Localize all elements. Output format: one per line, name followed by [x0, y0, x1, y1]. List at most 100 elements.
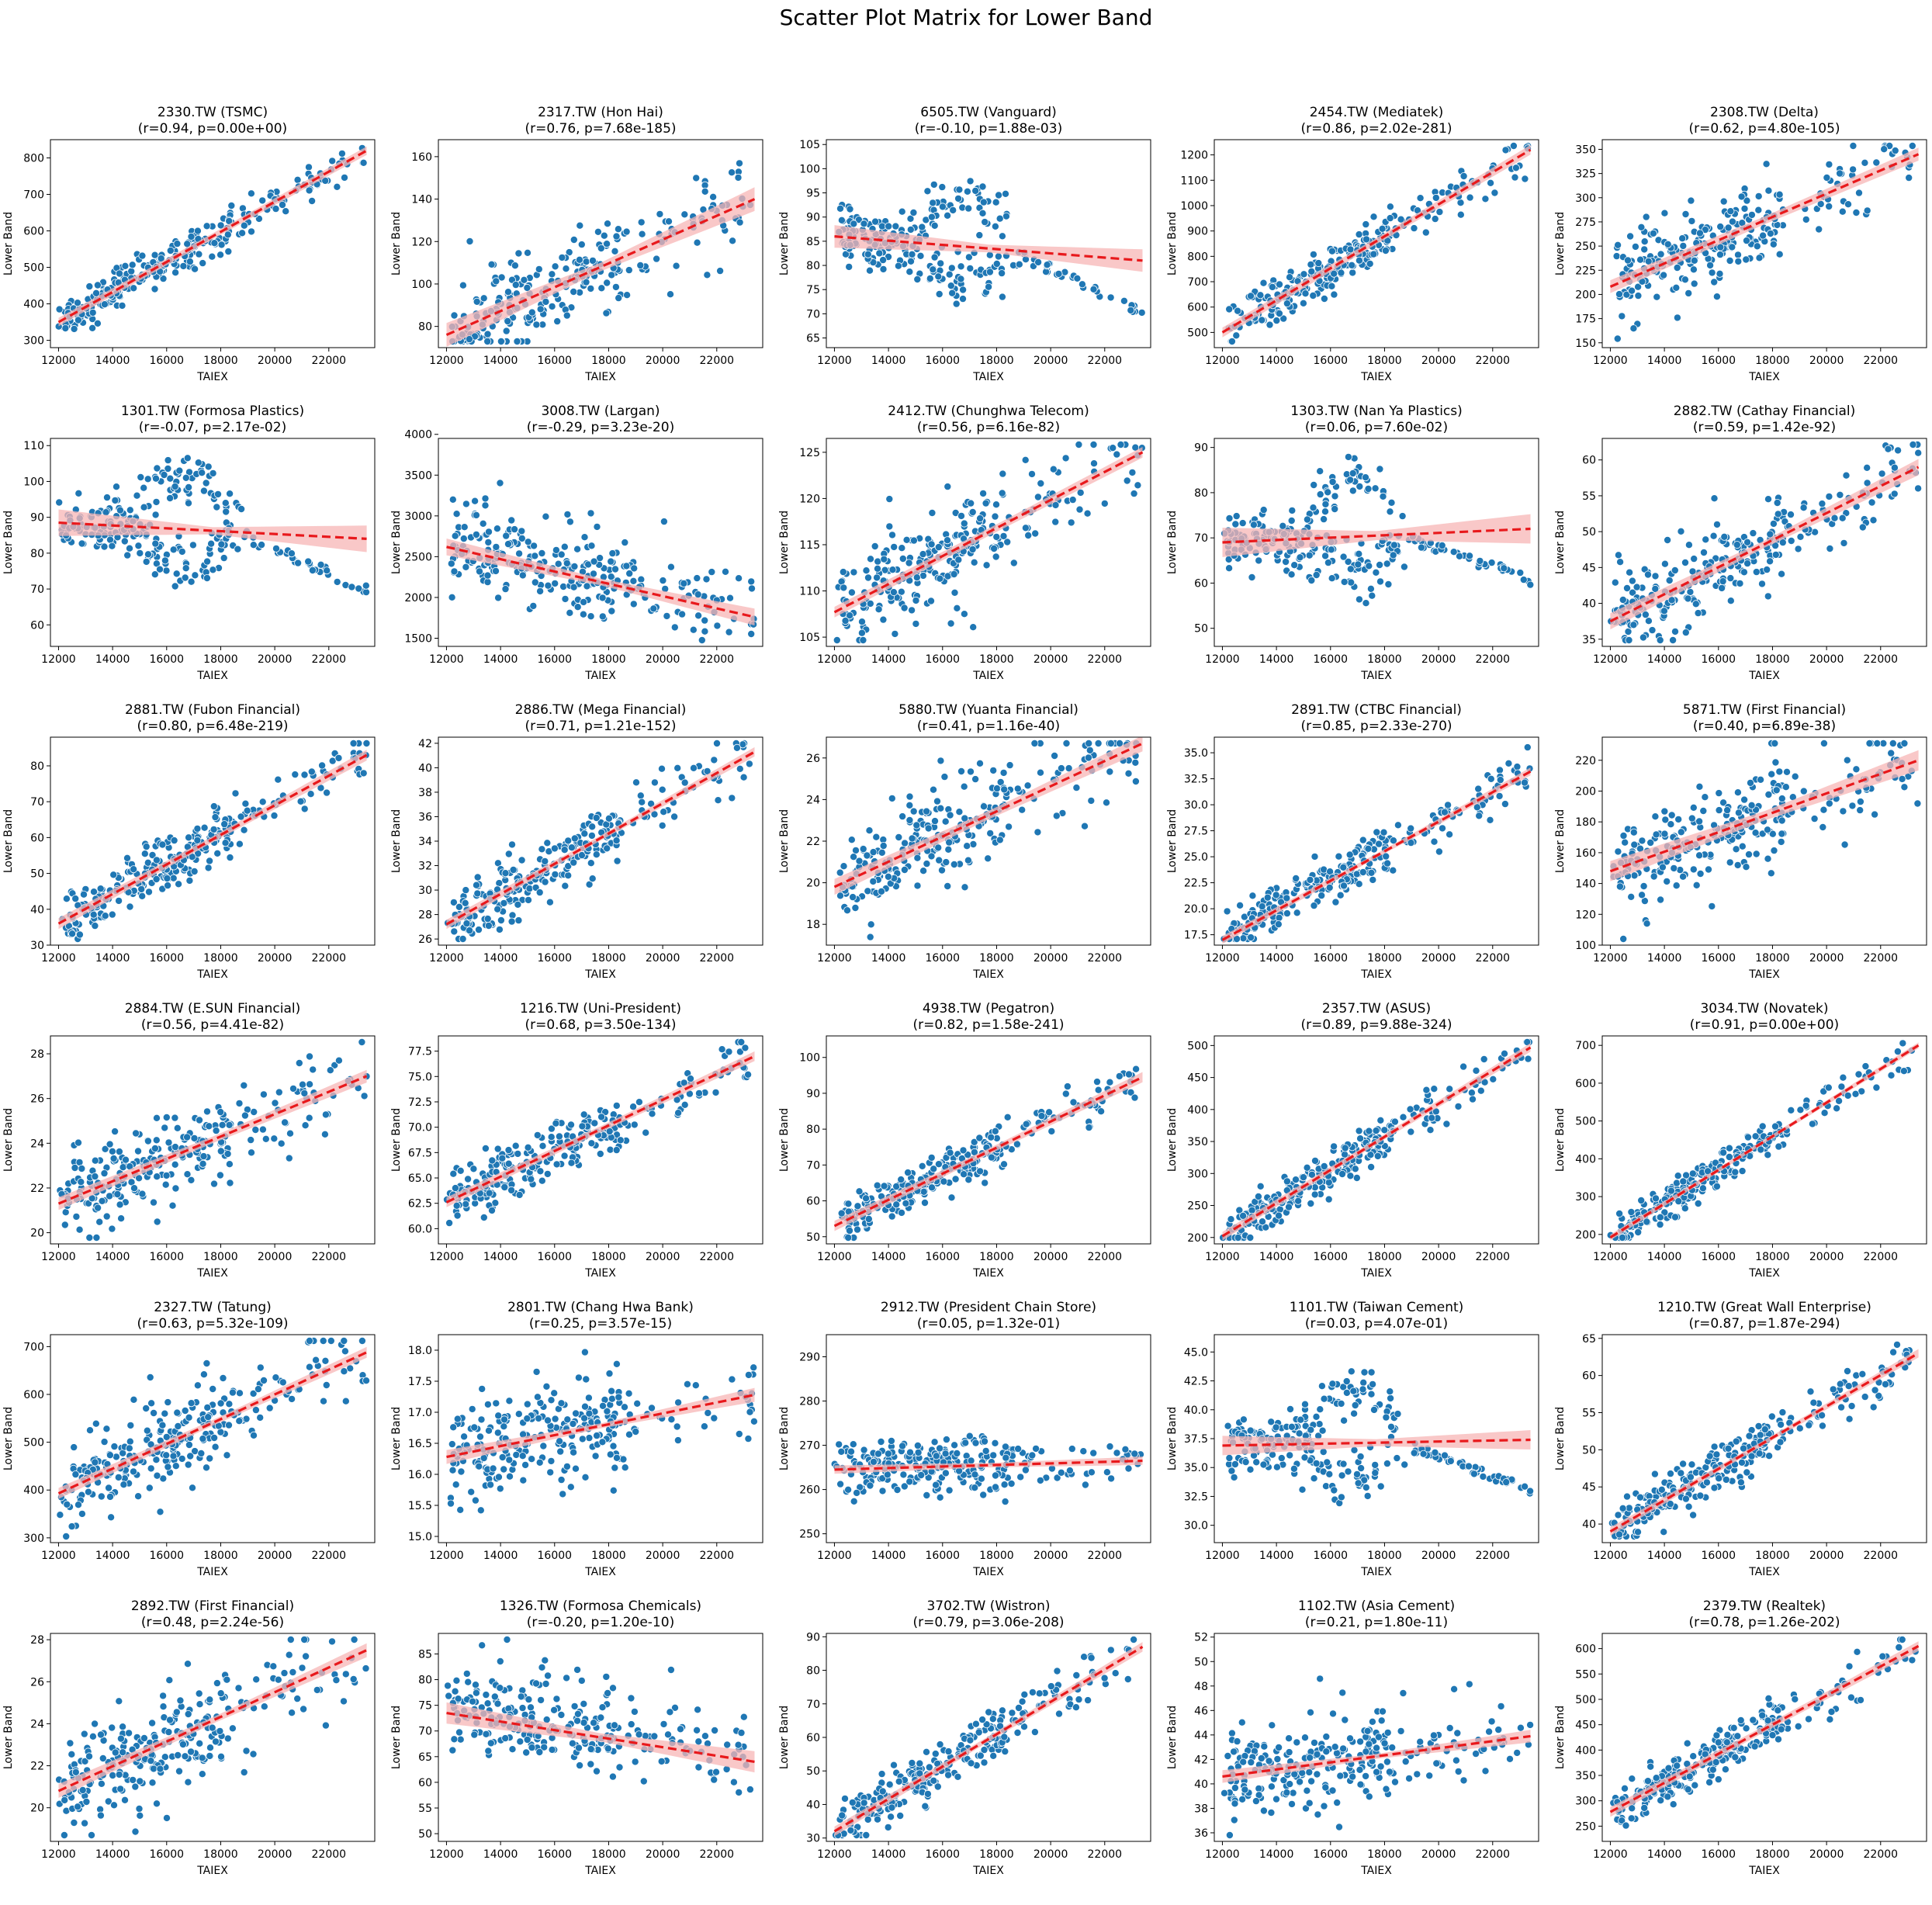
scatter-point [1034, 828, 1042, 836]
x-tick-label: 12000 [1205, 952, 1240, 965]
scatter-point [970, 558, 978, 566]
scatter-panel: 5871.TW (First Financial)(r=0.40, p=6.89… [1554, 702, 1927, 981]
panel-title: 2881.TW (Fubon Financial) [125, 702, 300, 718]
y-tick-label: 105 [799, 139, 820, 151]
scatter-point [175, 880, 183, 888]
scatter-point [281, 1118, 289, 1127]
scatter-point [1775, 190, 1784, 199]
x-tick-label: 16000 [1702, 355, 1736, 367]
scatter-point [713, 739, 722, 748]
scatter-point [301, 1121, 310, 1130]
scatter-point [1028, 469, 1037, 478]
scatter-point [159, 275, 168, 283]
scatter-point [1288, 506, 1297, 514]
scatter-point [1624, 628, 1633, 636]
scatter-point [629, 600, 638, 608]
scatter-point [1649, 229, 1657, 237]
scatter-point [153, 1172, 161, 1181]
scatter-point [616, 1136, 625, 1145]
scatter-point [1742, 863, 1750, 871]
scatter-point [1644, 617, 1653, 625]
scatter-point [1073, 274, 1082, 282]
scatter-point [960, 610, 968, 618]
scatter-point [869, 258, 878, 267]
scatter-point [912, 619, 920, 628]
scatter-point [957, 767, 966, 776]
scatter-point [162, 1171, 171, 1179]
scatter-point [552, 546, 560, 554]
scatter-panel: 2881.TW (Fubon Financial)(r=0.80, p=6.48… [2, 702, 376, 981]
scatter-point [985, 268, 994, 276]
scatter-panel: 2308.TW (Delta)(r=0.62, p=4.80e-105)1200… [1554, 105, 1927, 383]
scatter-point [594, 227, 602, 236]
scatter-point [1818, 500, 1826, 508]
scatter-point [1449, 548, 1458, 556]
axes-frame [50, 438, 376, 647]
scatter-point [736, 218, 744, 227]
scatter-point [1710, 494, 1719, 503]
scatter-point [563, 510, 572, 518]
scatter-point [1364, 485, 1373, 494]
scatter-point [612, 836, 621, 845]
scatter-point [630, 564, 639, 573]
scatter-point [890, 542, 898, 551]
scatter-point [1733, 251, 1742, 259]
x-tick-label: 18000 [591, 355, 626, 367]
scatter-point [181, 573, 189, 582]
scatter-point [1665, 577, 1674, 585]
scatter-point [164, 1138, 173, 1147]
scatter-point [1629, 621, 1638, 629]
scatter-point [282, 207, 290, 216]
scatter-point [158, 885, 167, 893]
scatter-point [1681, 559, 1689, 567]
scatter-point [953, 604, 961, 612]
scatter-point [933, 797, 942, 805]
scatter-point [1043, 261, 1051, 269]
x-tick-label: 22000 [1864, 952, 1899, 965]
scatter-point [710, 756, 718, 764]
scatter-point [304, 557, 313, 566]
scatter-point [1716, 269, 1724, 278]
scatter-point [1067, 518, 1075, 527]
scatter-point [513, 337, 521, 345]
scatter-point [1283, 300, 1291, 308]
y-tick-label: 100 [23, 476, 44, 488]
scatter-panel: 1303.TW (Nan Ya Plastics)(r=0.06, p=7.60… [1166, 404, 1539, 682]
scatter-point [224, 248, 233, 256]
scatter-point [867, 920, 875, 929]
scatter-point [946, 811, 954, 819]
scatter-point [493, 1145, 502, 1153]
scatter-point [1049, 465, 1058, 473]
scatter-point [166, 246, 175, 255]
scatter-point [194, 459, 203, 467]
scatter-point [978, 209, 987, 217]
scatter-point [207, 539, 216, 548]
scatter-point [1328, 478, 1337, 487]
scatter-point [878, 887, 886, 895]
y-tick-label: 1000 [1180, 200, 1208, 213]
confidence-band [446, 187, 755, 347]
scatter-point [690, 764, 698, 772]
scatter-point [938, 866, 947, 875]
scatter-point [296, 797, 305, 805]
scatter-point [1021, 524, 1030, 532]
scatter-point [1712, 293, 1721, 301]
scatter-point [1826, 545, 1834, 553]
scatter-point [587, 1139, 596, 1148]
scatter-point [217, 241, 226, 249]
x-tick-label: 22000 [1476, 355, 1511, 367]
scatter-point [473, 297, 481, 306]
scatter-point [580, 533, 589, 542]
scatter-point [747, 577, 756, 586]
scatter-point [1858, 523, 1867, 532]
y-tick-label: 38 [418, 787, 432, 799]
scatter-point [919, 550, 927, 559]
scatter-point [1456, 552, 1464, 560]
scatter-point [1836, 490, 1844, 499]
scatter-point [947, 282, 955, 290]
y-tick-label: 220 [1575, 755, 1596, 767]
scatter-point [258, 196, 267, 205]
x-axis-label: TAIEX [1360, 968, 1392, 981]
scatter-point [658, 785, 667, 794]
scatter-point [894, 262, 902, 270]
